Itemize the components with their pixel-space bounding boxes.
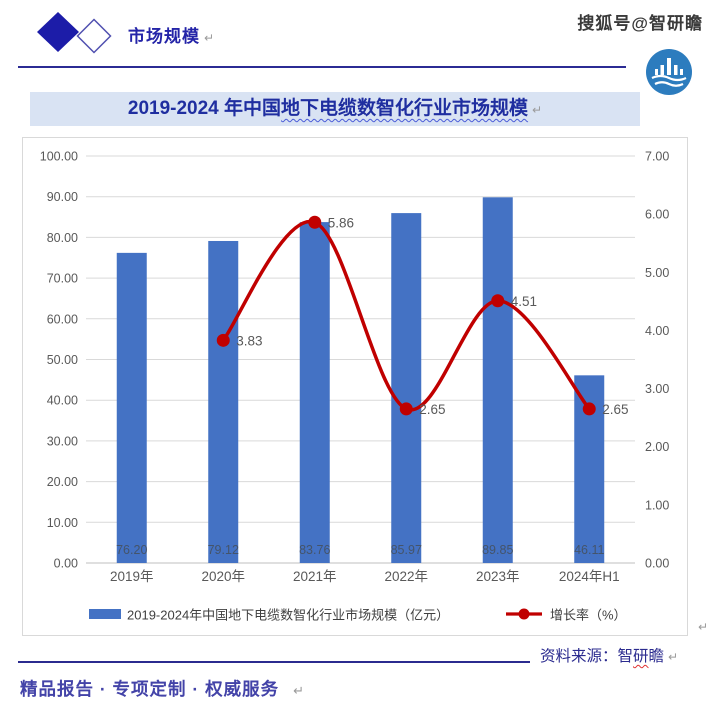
bar-value-label: 79.12 <box>208 543 239 557</box>
chart-title-bar: 2019-2024 年中国地下电缆数智化行业市场规模 ↵ <box>30 92 640 126</box>
source-tail: 瞻 <box>648 648 665 665</box>
diamond-filled <box>37 12 79 52</box>
growth-point <box>216 333 230 347</box>
source-wavy-char: 研 <box>633 648 649 665</box>
logo-skyline <box>655 58 683 75</box>
return-mark-icon: ↵ <box>293 683 306 698</box>
diamond-outline <box>76 18 112 54</box>
bar-value-label: 89.85 <box>482 543 513 557</box>
legend-label-bar: 2019-2024年中国地下电缆数智化行业市场规模（亿元） <box>127 608 449 623</box>
bar-value-label: 76.20 <box>116 543 147 557</box>
chart-svg: 0.00 10.00 20.00 30.00 40.00 50.00 60.00 70.00 8… <box>40 150 670 623</box>
y-axis-label-left: 90.00 <box>47 190 78 204</box>
y-axis-label-right: 6.00 <box>645 208 669 222</box>
logo-waves <box>651 74 687 87</box>
y-axis-label-right: 4.00 <box>645 324 669 338</box>
bar <box>208 240 239 563</box>
section-title: 市场规模 ↵ <box>128 22 215 47</box>
bar <box>299 222 330 563</box>
chart-panel: 0.00 10.00 20.00 30.00 40.00 50.00 60.00 70.00 8… <box>22 137 688 636</box>
y-axis-label-left: 10.00 <box>47 516 78 530</box>
return-mark-icon: ↵ <box>532 103 543 117</box>
bar-value-label: 85.97 <box>391 543 422 557</box>
growth-point-label: 4.51 <box>511 294 537 309</box>
header-divider <box>18 66 626 68</box>
x-axis-label: 2022年 <box>384 569 428 584</box>
y-axis-label-right: 7.00 <box>645 150 669 164</box>
bar <box>116 252 147 563</box>
y-axis-label-right: 2.00 <box>645 440 669 454</box>
growth-point-label: 2.65 <box>419 402 445 417</box>
x-axis-label: 2019年 <box>110 569 154 584</box>
y-axis-label-left: 20.00 <box>47 475 78 489</box>
x-axis-label: 2024年H1 <box>559 569 620 584</box>
footer-text: 精品报告 · 专项定制 · 权威服务 ↵ <box>20 676 305 701</box>
x-axis-label: 2021年 <box>293 569 337 584</box>
y-axis-label-right: 3.00 <box>645 382 669 396</box>
y-axis-label-left: 60.00 <box>47 312 78 326</box>
y-axis-label-left: 80.00 <box>47 231 78 245</box>
y-axis-label-right: 5.00 <box>645 266 669 280</box>
section-title-text: 市场规模 <box>128 27 200 46</box>
growth-point <box>582 402 596 416</box>
return-mark-icon: ↵ <box>698 620 709 634</box>
bar-value-label: 46.11 <box>574 543 604 557</box>
bar-value-label: 83.76 <box>299 543 330 557</box>
x-axis-label: 2020年 <box>201 569 245 584</box>
growth-point <box>491 294 505 308</box>
y-axis-label-left: 70.00 <box>47 272 78 286</box>
source-underline <box>18 645 530 663</box>
source-prefix: 资料来源：智 <box>540 648 634 665</box>
bar <box>391 213 422 563</box>
x-axis-label: 2023年 <box>476 569 520 584</box>
footer-label: 精品报告 · 专项定制 · 权威服务 <box>20 679 280 699</box>
brand-logo-icon <box>646 49 692 95</box>
growth-point-label: 5.86 <box>328 215 354 230</box>
source-text: 资料来源：智研瞻 ↵ <box>540 644 678 666</box>
y-axis-label-left: 40.00 <box>47 394 78 408</box>
growth-point-label: 3.83 <box>236 333 262 348</box>
y-axis-label-left: 100.00 <box>40 150 78 164</box>
bar <box>482 197 513 564</box>
diamond-logo <box>37 12 112 54</box>
y-axis-label-left: 0.00 <box>54 557 78 571</box>
legend-swatch-bar <box>89 609 121 619</box>
y-axis-label-left: 30.00 <box>47 434 78 448</box>
chart-title-prefix: 2019-2024 年中国 <box>127 98 282 119</box>
y-axis-label-left: 50.00 <box>47 353 78 367</box>
y-axis-label-right: 1.00 <box>645 498 669 512</box>
legend-label-line: 增长率（%） <box>550 608 627 623</box>
return-mark-icon: ↵ <box>668 650 679 664</box>
legend-marker <box>518 608 530 620</box>
chart-title-wavy: 地下电缆数智化行业市场规模 <box>281 98 529 119</box>
growth-point <box>308 215 322 229</box>
growth-point <box>399 402 413 416</box>
growth-point-label: 2.65 <box>602 402 628 417</box>
return-mark-icon: ↵ <box>204 31 216 45</box>
watermark-sohu: 搜狐号@智研瞻 <box>577 14 703 33</box>
y-axis-label-right: 0.00 <box>645 557 669 571</box>
